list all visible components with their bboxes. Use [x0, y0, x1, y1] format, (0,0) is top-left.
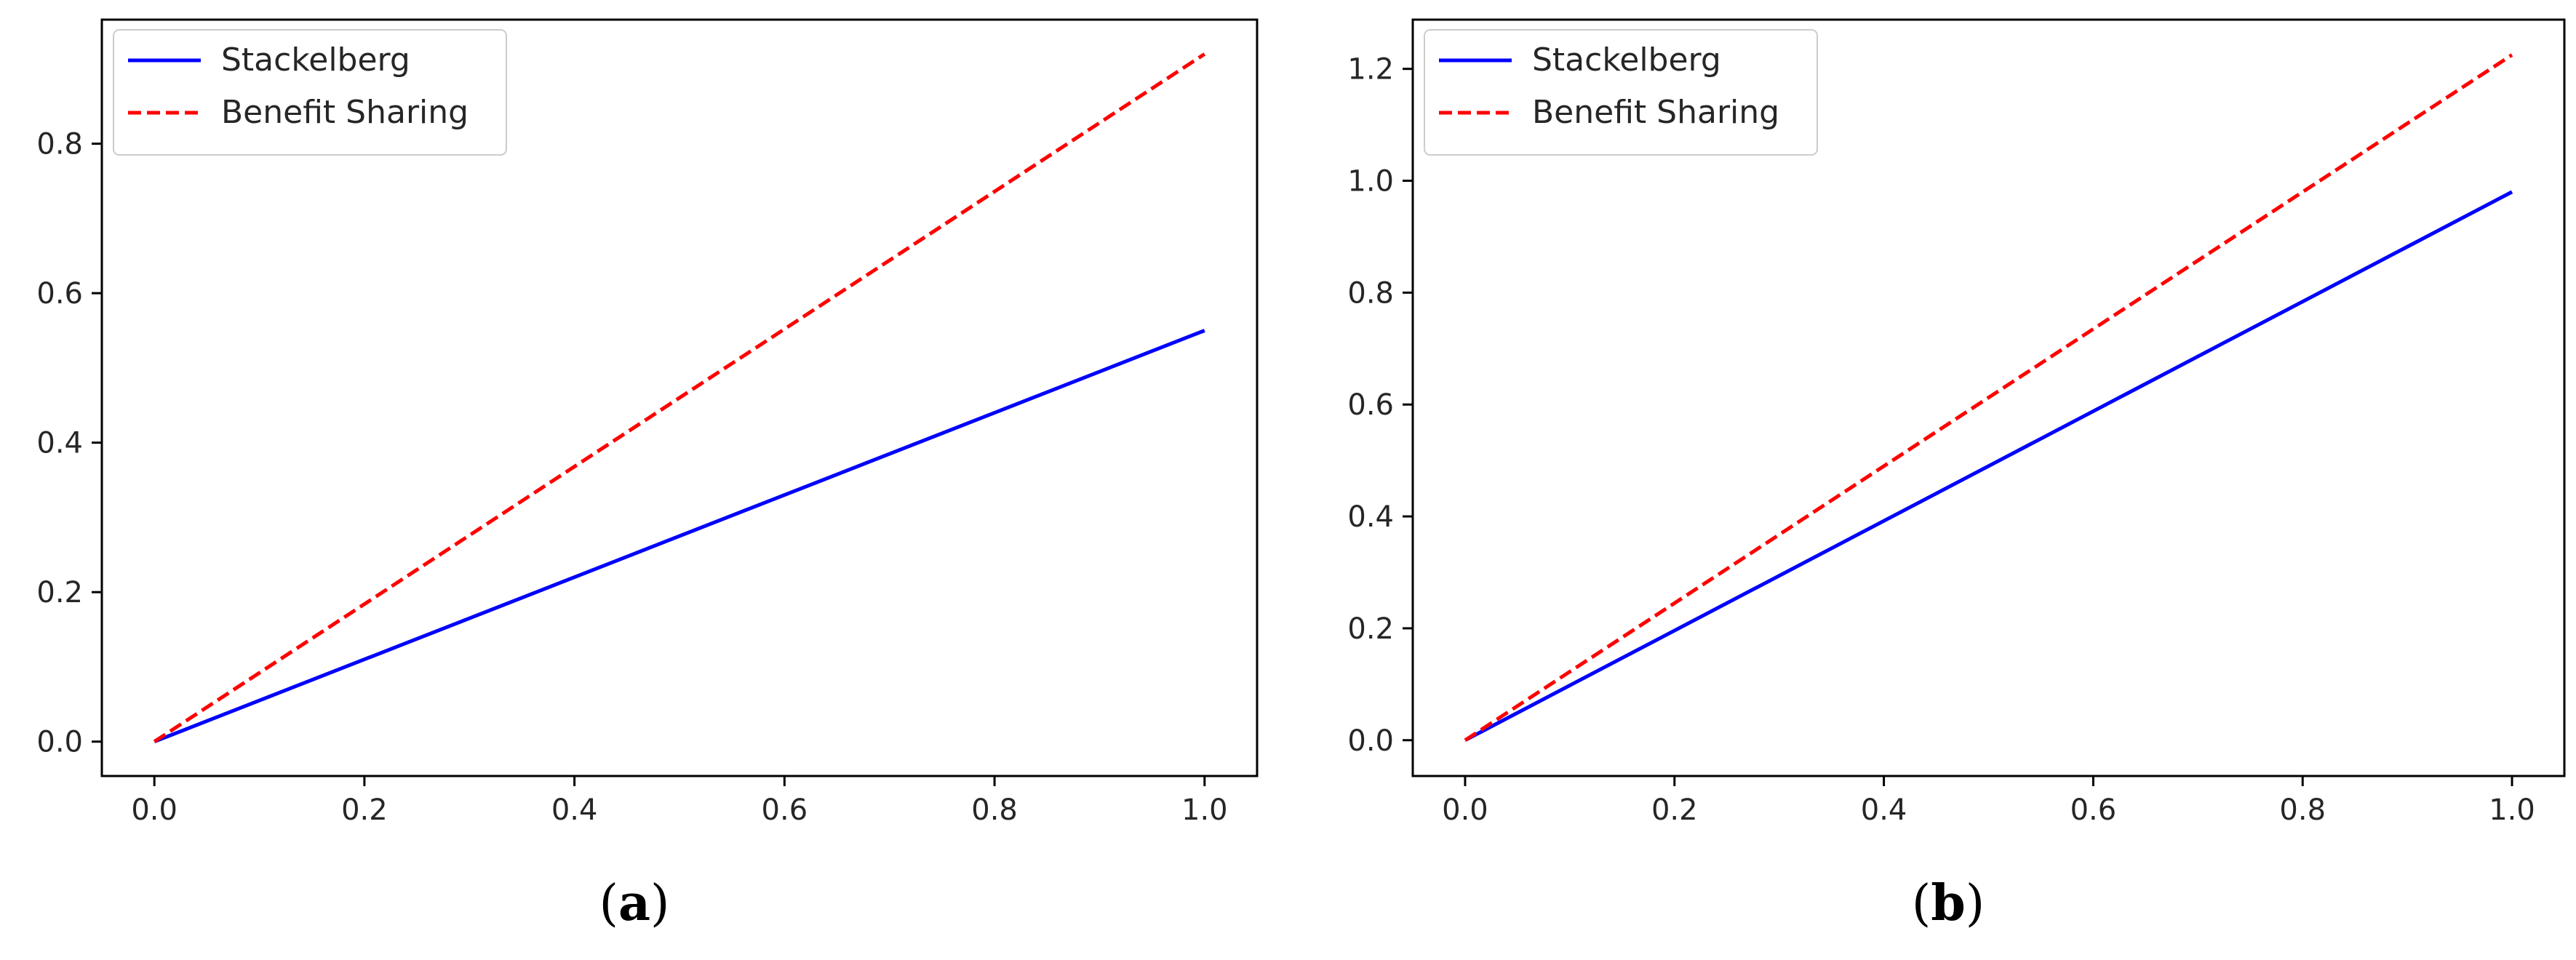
- series-line-stackelberg: [1464, 190, 2513, 743]
- x-tick-label: 0.8: [971, 793, 1018, 827]
- axes-frame: [1411, 18, 2566, 777]
- chart-panel-a: 0.0 0.2 0.4 0.6 0.8 1.0 0.0 0.2 0.4 0.6 0.8 Stackel…: [36, 18, 1259, 932]
- y-tick-label: 0.2: [1347, 612, 1394, 646]
- y-tick-label: 0.6: [1347, 388, 1394, 422]
- y-tick-label: 0.8: [36, 128, 83, 161]
- x-tick-label: 0.4: [551, 793, 598, 827]
- legend: Stackelberg Benefit Sharing: [1424, 29, 1818, 156]
- y-tick-label: 0.4: [36, 427, 83, 460]
- legend-box: [113, 29, 507, 156]
- y-tick-label: 0.2: [36, 576, 83, 609]
- y-tick-label: 1.0: [1347, 165, 1394, 199]
- y-tick-label: 0.0: [1347, 724, 1394, 758]
- series-line-stackelberg: [153, 329, 1205, 744]
- y-tick-label: 0.4: [1347, 500, 1394, 534]
- x-tick-label: 0.2: [341, 793, 388, 827]
- y-tick-label: 0.6: [36, 277, 83, 311]
- x-tick-label: 1.0: [2489, 793, 2535, 827]
- x-tick-label: 0.2: [1651, 793, 1698, 827]
- legend-label: Stackelberg: [1532, 41, 1721, 79]
- y-tick-label: 0.0: [36, 726, 83, 759]
- legend-label: Stackelberg: [221, 41, 410, 79]
- x-tick-label: 0.8: [2279, 793, 2326, 827]
- x-tick-label: 0.0: [131, 793, 178, 827]
- legend-label: Benefit Sharing: [221, 94, 468, 131]
- chart-panel-b: 0.0 0.2 0.4 0.6 0.8 1.0 0.0 0.2 0.4 0.6 0.8 1.0 1.2 S…: [1347, 18, 2566, 932]
- legend: Stackelberg Benefit Sharing: [113, 29, 507, 156]
- panel-label: (a): [599, 874, 669, 932]
- x-tick-label: 1.0: [1181, 793, 1228, 827]
- y-tick-label: 0.8: [1347, 276, 1394, 310]
- series-line-benefit-sharing: [153, 52, 1206, 743]
- x-tick-label: 0.6: [762, 793, 808, 827]
- panel-label: (b): [1912, 874, 1985, 932]
- legend-box: [1424, 29, 1818, 156]
- y-tick-label: 1.2: [1347, 53, 1394, 87]
- series-line-benefit-sharing: [1464, 53, 2513, 742]
- x-tick-label: 0.6: [2070, 793, 2117, 827]
- x-tick-label: 0.0: [1442, 793, 1488, 827]
- axes-frame: [100, 18, 1259, 777]
- x-tick-label: 0.4: [1861, 793, 1907, 827]
- legend-label: Benefit Sharing: [1532, 94, 1779, 131]
